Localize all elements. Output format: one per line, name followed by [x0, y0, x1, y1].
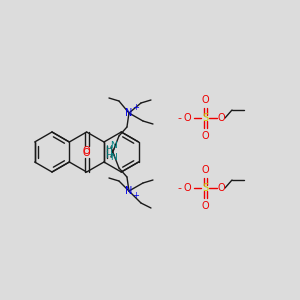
Text: O: O: [217, 183, 225, 193]
Text: O: O: [201, 131, 209, 141]
Text: O: O: [217, 113, 225, 123]
Text: S: S: [202, 183, 208, 193]
Text: N: N: [110, 142, 117, 151]
Text: -: -: [177, 183, 181, 193]
Text: N: N: [125, 108, 133, 118]
Text: S: S: [202, 113, 208, 123]
Text: +: +: [133, 191, 140, 200]
Text: +: +: [133, 103, 140, 112]
Text: N: N: [110, 154, 117, 163]
Text: O: O: [201, 201, 209, 211]
Text: H: H: [105, 151, 112, 160]
Text: N: N: [125, 186, 133, 196]
Text: O: O: [201, 95, 209, 105]
Text: O: O: [201, 165, 209, 175]
Text: O: O: [183, 183, 191, 193]
Text: O: O: [83, 146, 91, 157]
Text: -: -: [177, 113, 181, 123]
Text: H: H: [105, 145, 112, 154]
Text: O: O: [183, 113, 191, 123]
Text: O: O: [83, 148, 91, 158]
